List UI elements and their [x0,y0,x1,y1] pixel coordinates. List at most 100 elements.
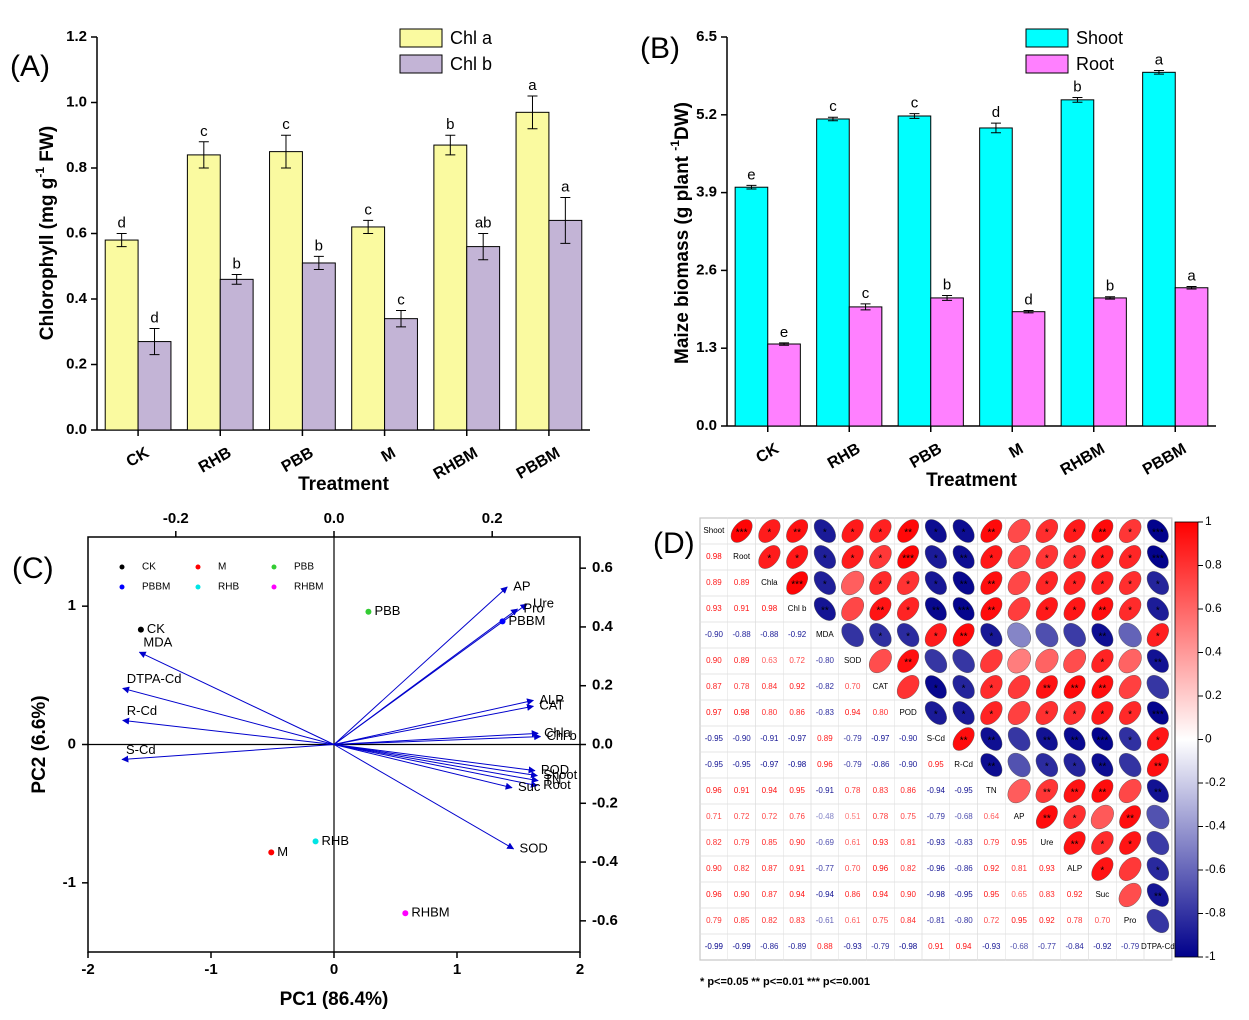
significance-stars: ** [1154,892,1162,903]
correlation-value: 0.87 [762,890,778,899]
correlation-ellipse [1146,753,1169,777]
correlation-value: 0.94 [789,890,805,899]
correlation-value: 0.95 [1011,838,1027,847]
correlation-ellipse [1146,623,1169,647]
significance-stars: * [1045,580,1049,591]
loading-label: POD [541,762,569,777]
correlation-ellipse [952,545,975,569]
correlation-value: -0.99 [705,942,724,951]
correlation-ellipse [1118,675,1142,699]
correlation-ellipse [980,675,1003,699]
correlation-ellipse [1146,831,1170,855]
correlation-ellipse [1119,597,1142,621]
correlation-ellipse [1146,649,1169,673]
error-bar [527,95,538,130]
x-tick-label: RHBM [1058,440,1108,479]
correlation-value: -0.86 [760,942,779,951]
correlation-ellipse [1118,727,1142,751]
correlation-value: -0.95 [705,760,724,769]
loading-label: Root [543,777,571,792]
significance-stars: * [1073,606,1077,617]
variable-label: Root [733,552,751,561]
significance-stars: ** [1098,606,1106,617]
significance-stars: * [1073,528,1077,539]
loading-label: Ure [533,595,554,610]
variable-label: DTPA-Cd [1141,942,1175,951]
correlation-ellipse [1119,701,1142,725]
x-tick-label: RHBM [431,444,481,483]
correlation-value: -0.98 [927,890,946,899]
y-tick-label: 0.6 [66,224,87,241]
error-bar [116,233,127,248]
significance-letter: c [397,291,405,308]
x-tick-label: -1 [204,961,217,978]
significance-stars: * [989,554,993,565]
significance-stars: ** [987,528,995,539]
legend-label: Shoot [1076,28,1123,48]
error-bar [313,255,324,271]
significance-stars: ** [793,528,801,539]
correlation-ellipse [1147,701,1169,725]
correlation-ellipse [1063,648,1087,674]
significance-stars: * [1073,710,1077,721]
error-bar [827,116,838,122]
correlation-ellipse [980,597,1003,621]
correlation-value: 0.96 [706,786,722,795]
correlation-value: 0.86 [900,786,916,795]
significance-letter: c [364,201,372,218]
loading-label: AP [513,578,530,593]
x-tick-label: RHB [825,440,864,472]
legend-swatch [399,54,443,74]
loading-label: SOD [520,840,548,855]
loading-label: R-Cd [127,703,157,718]
correlation-ellipse [1035,701,1059,725]
y-tick-label: 1.0 [66,93,87,110]
score-point [268,849,275,856]
significance-letter: d [150,309,158,326]
correlation-ellipse [952,519,975,543]
point-label: PBBM [509,613,546,628]
correlation-value: 0.78 [845,786,861,795]
bar [734,186,769,427]
variable-label: R-Cd [954,760,973,769]
correlation-ellipse [1007,518,1031,544]
correlation-value: 0.91 [734,786,750,795]
significance-stars: * [906,632,910,643]
correlation-value: 0.70 [845,864,861,873]
significance-stars: ** [987,736,995,747]
loading-arrow [122,686,335,745]
x-tick-label: PBB [279,444,317,476]
correlation-value: 0.91 [928,942,944,951]
error-bar [1105,296,1116,300]
correlation-ellipse [869,545,892,569]
significance-letter: c [282,116,290,133]
correlation-ellipse [1146,909,1170,933]
x-tick-label: PBB [907,440,945,472]
bar [269,151,303,431]
significance-stars: *** [958,606,970,617]
correlation-ellipse [1091,571,1114,595]
y-tick-label: 0.6 [592,559,613,576]
score-point [499,618,506,625]
legend-marker [195,564,201,570]
significance-stars: * [795,554,799,565]
correlation-ellipse [1146,571,1169,595]
significance-stars: * [962,528,966,539]
correlation-value: -0.99 [733,942,752,951]
correlation-ellipse [869,597,892,621]
x-tick-label: M [379,444,399,465]
y-tick-label: 1.2 [66,28,87,45]
correlation-ellipse [1119,831,1142,855]
correlation-value: 0.96 [817,760,833,769]
loading-arrow [333,744,538,779]
correlation-value: 0.71 [706,812,722,821]
correlation-value: 0.85 [734,916,750,925]
correlation-ellipse [925,597,947,621]
correlation-ellipse [925,675,947,699]
correlation-ellipse [1091,701,1114,725]
significance-stars: * [1128,710,1132,721]
correlation-ellipse [980,649,1003,673]
y-tick-label: 2.6 [696,261,717,278]
correlation-value: -0.91 [816,786,835,795]
legend-swatch [399,28,443,48]
